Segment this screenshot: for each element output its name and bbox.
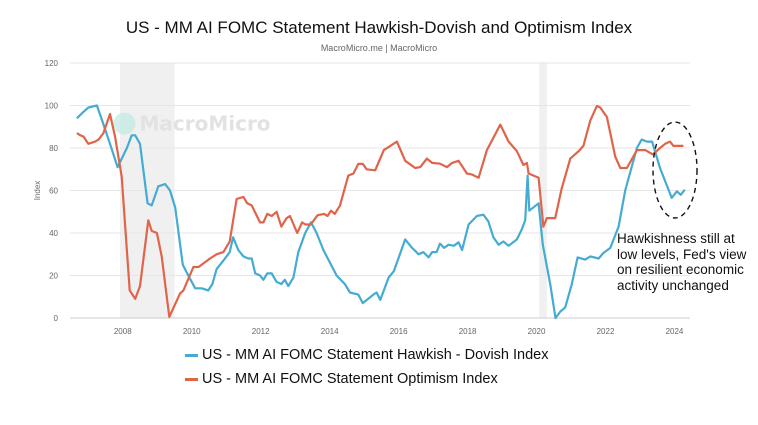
annotation-ellipse xyxy=(652,121,698,219)
x-tick-label: 2016 xyxy=(390,327,408,336)
x-tick-label: 2012 xyxy=(252,327,270,336)
x-tick-label: 2022 xyxy=(597,327,615,336)
watermark-text: MacroMicro xyxy=(139,112,270,136)
x-tick-label: 2014 xyxy=(321,327,339,336)
x-tick-label: 2024 xyxy=(666,327,684,336)
x-tick-label: 2010 xyxy=(183,327,201,336)
x-tick-label: 2018 xyxy=(459,327,477,336)
legend-swatch-blue xyxy=(185,353,198,357)
series-line-optimism xyxy=(76,104,684,318)
legend-label: US - MM AI FOMC Statement Hawkish - Dovi… xyxy=(202,347,549,363)
y-tick-label: 100 xyxy=(45,102,59,111)
x-tick-label: 2008 xyxy=(114,327,132,336)
y-tick-label: 20 xyxy=(49,272,58,281)
y-tick-label: 80 xyxy=(49,144,58,153)
x-tick-label: 2020 xyxy=(528,327,546,336)
annotation-text: Hawkishness still at low levels, Fed's v… xyxy=(617,231,747,293)
y-axis-label: Index xyxy=(33,181,42,201)
chart-title: US - MM AI FOMC Statement Hawkish-Dovish… xyxy=(125,18,633,37)
series-line-hawkish-dovish xyxy=(76,104,686,320)
y-tick-label: 0 xyxy=(54,314,59,323)
legend-label: US - MM AI FOMC Statement Optimism Index xyxy=(202,371,498,387)
y-tick-label: 120 xyxy=(45,59,59,68)
legend-item-optimism[interactable]: US - MM AI FOMC Statement Optimism Index xyxy=(185,371,498,387)
y-tick-label: 60 xyxy=(49,187,58,196)
chart-subtitle: MacroMicro.me | MacroMicro xyxy=(320,43,438,53)
y-tick-label: 40 xyxy=(49,229,58,238)
legend-swatch-red xyxy=(185,377,198,381)
watermark-logo-icon xyxy=(113,112,136,135)
legend-item-hawkish-dovish[interactable]: US - MM AI FOMC Statement Hawkish - Dovi… xyxy=(185,347,548,363)
